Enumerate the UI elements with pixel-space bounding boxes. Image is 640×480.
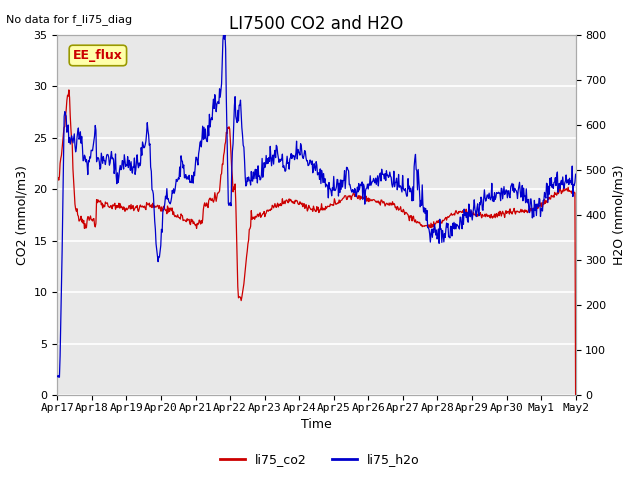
Text: No data for f_li75_diag: No data for f_li75_diag [6, 14, 132, 25]
Y-axis label: H2O (mmol/m3): H2O (mmol/m3) [612, 165, 625, 265]
X-axis label: Time: Time [301, 419, 332, 432]
Y-axis label: CO2 (mmol/m3): CO2 (mmol/m3) [15, 165, 28, 265]
Text: EE_flux: EE_flux [73, 49, 123, 62]
Title: LI7500 CO2 and H2O: LI7500 CO2 and H2O [229, 15, 404, 33]
Legend: li75_co2, li75_h2o: li75_co2, li75_h2o [215, 448, 425, 471]
